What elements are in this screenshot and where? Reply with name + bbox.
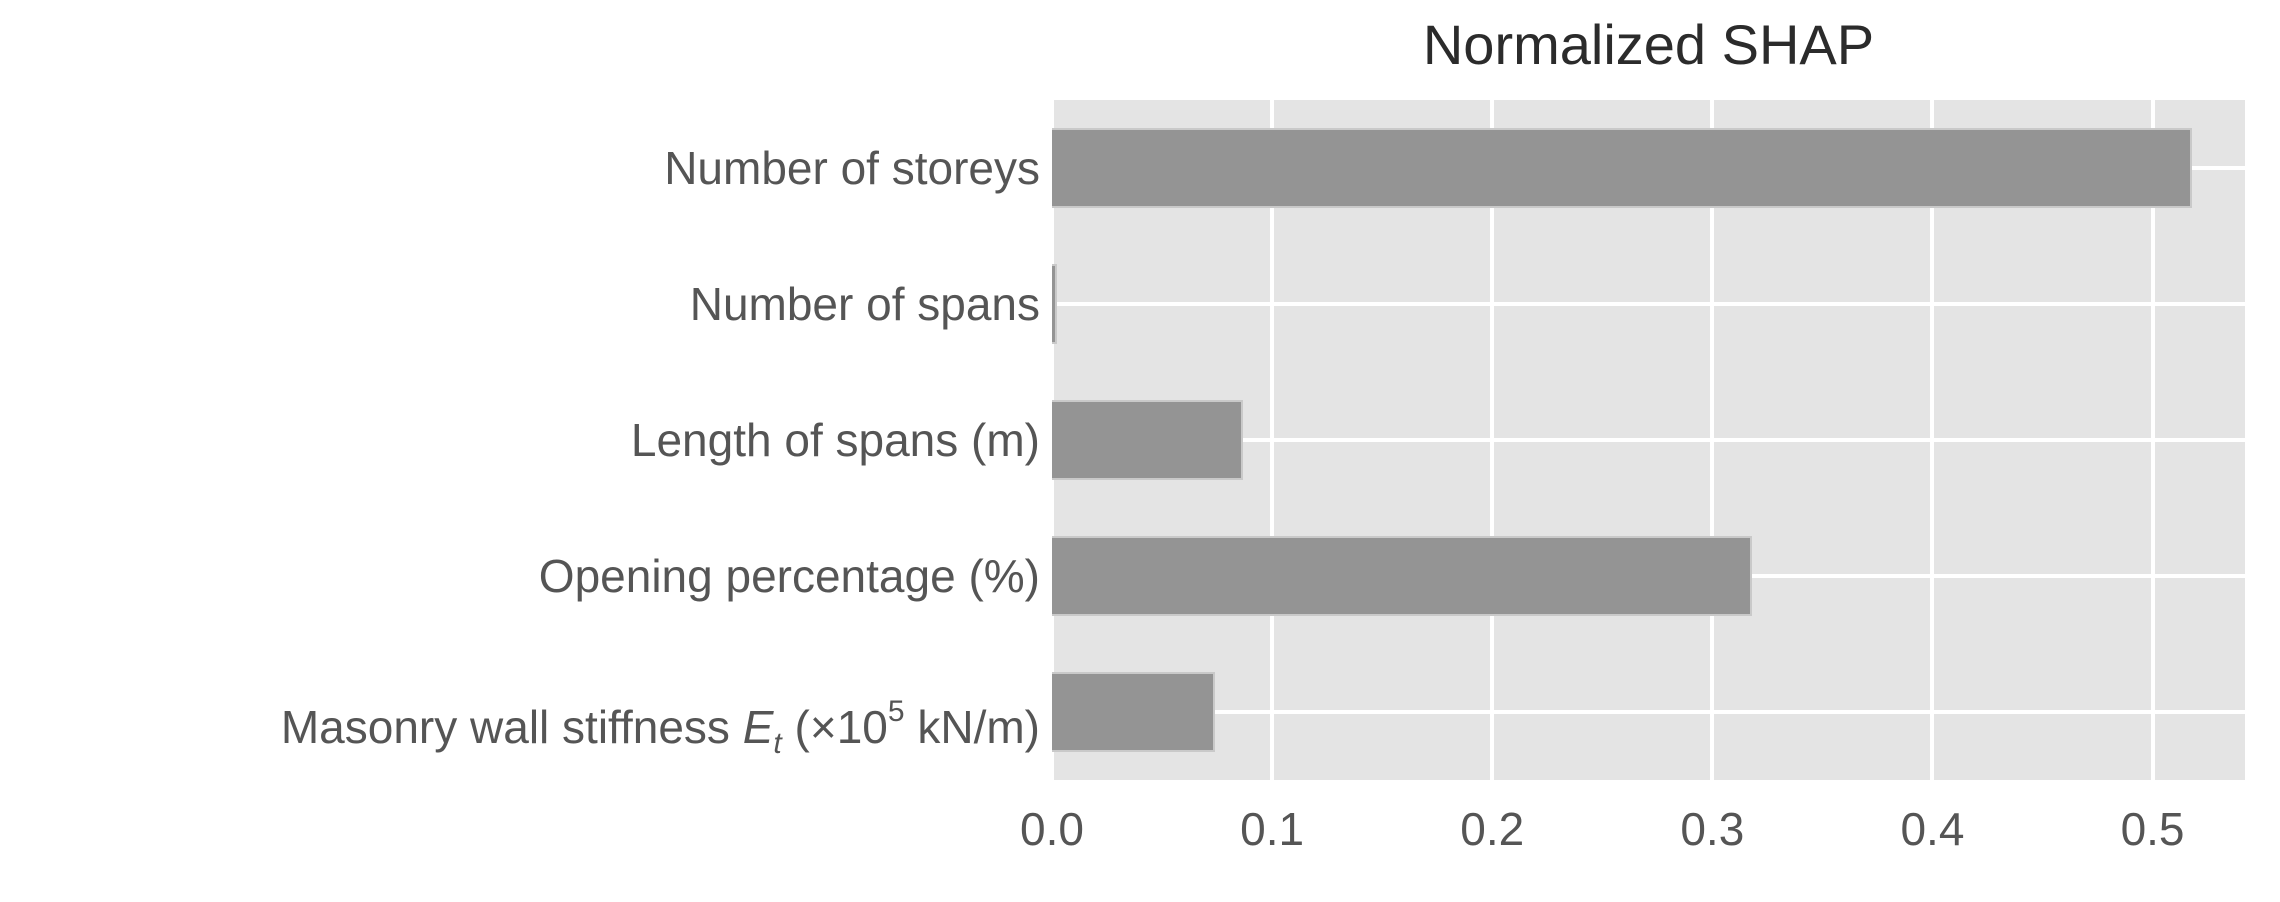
y-tick-label: Opening percentage (%) xyxy=(538,550,1040,602)
y-tick-label: Masonry wall stiffness Et (×105 kN/m) xyxy=(280,695,1040,760)
plot-area xyxy=(1052,100,2245,780)
vertical-gridline xyxy=(2150,100,2155,780)
vertical-gridline xyxy=(1710,100,1715,780)
vertical-gridline xyxy=(1490,100,1495,780)
x-tick-label: 0.0 xyxy=(1020,803,1084,855)
x-tick-label: 0.1 xyxy=(1240,803,1305,855)
chart-title: Normalized SHAP xyxy=(1422,13,1875,76)
x-tick-label: 0.2 xyxy=(1460,803,1525,855)
x-tick-label: 0.4 xyxy=(1900,803,1965,855)
bar xyxy=(1052,536,1752,616)
y-tick-label: Length of spans (m) xyxy=(630,414,1040,466)
y-tick-label: Number of spans xyxy=(689,278,1040,330)
y-axis-labels: Number of storeys Number of spans Length o… xyxy=(0,100,1040,780)
horizontal-gridline xyxy=(1052,302,2245,306)
vertical-gridline xyxy=(1270,100,1275,780)
x-tick-label: 0.5 xyxy=(2120,803,2185,855)
bar xyxy=(1052,672,1215,752)
x-axis-ticks: 0.0 0.1 0.2 0.3 0.4 0.5 xyxy=(1020,803,2245,866)
x-tick-label: 0.3 xyxy=(1680,803,1745,855)
horizontal-gridline xyxy=(1052,438,2245,442)
bar xyxy=(1052,400,1244,480)
horizontal-gridline xyxy=(1052,710,2245,714)
vertical-gridline xyxy=(1930,100,1935,780)
bar xyxy=(1052,128,2193,208)
y-tick-label: Number of storeys xyxy=(664,142,1040,194)
bar xyxy=(1052,264,1057,344)
